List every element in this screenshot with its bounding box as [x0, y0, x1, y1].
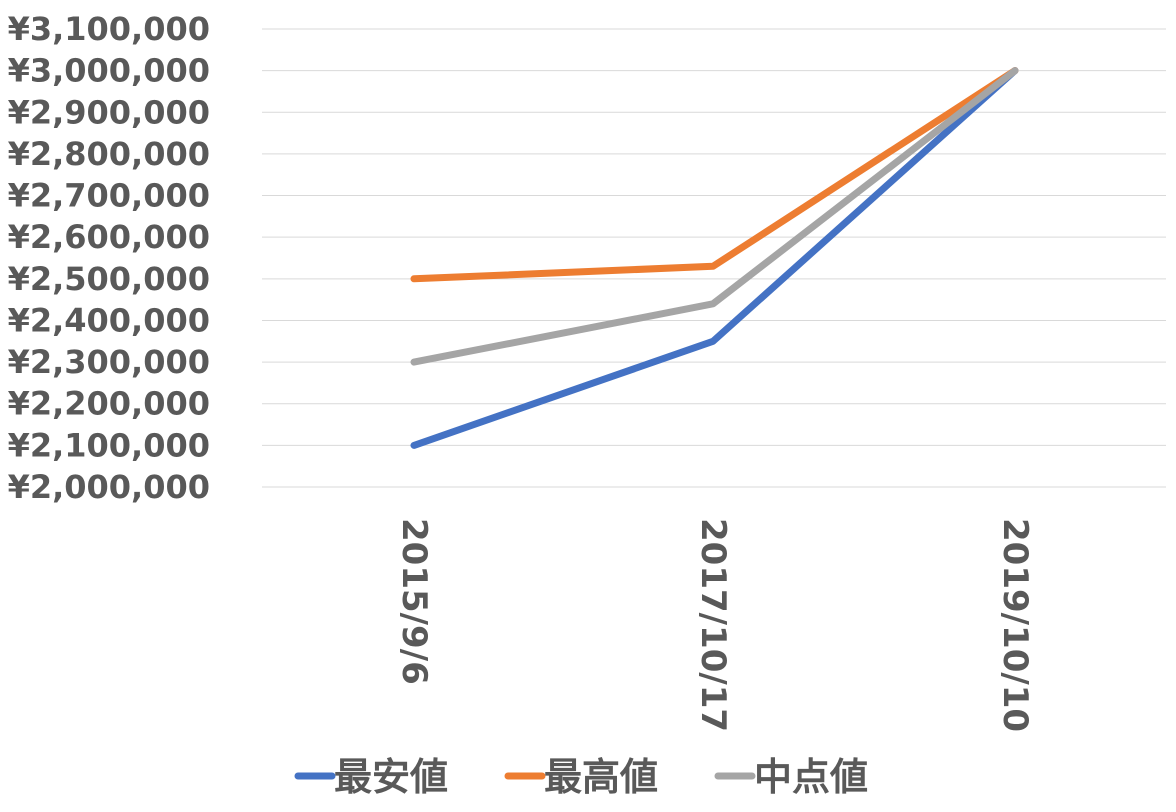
y-tick-label: ¥3,000,000 — [8, 52, 210, 90]
legend-label: 最高値 — [544, 755, 658, 799]
x-tick-label: 2015/9/6 — [394, 518, 434, 685]
y-axis-tick-labels: ¥2,000,000 ¥2,100,000¥2,200,000 ¥2,300,000… — [8, 10, 210, 506]
y-tick-label: ¥2,300,000 — [8, 343, 210, 381]
x-tick-label: 2019/10/10 — [995, 518, 1035, 732]
y-tick-label: ¥2,600,000 — [8, 218, 210, 256]
legend: 最安値 最高値 中点値 — [294, 755, 868, 799]
y-tick-label: ¥2,900,000 — [8, 93, 210, 131]
y-tick-label: ¥2,700,000 — [8, 177, 210, 215]
y-tick-label: ¥2,400,000 — [8, 301, 210, 339]
legend-label: 中点値 — [754, 755, 868, 799]
series-line-1 — [410, 67, 1019, 283]
x-axis-tick-labels: 2015/9/6 2017/10/17 2019/10/10 — [394, 518, 1035, 732]
y-tick-label: ¥2,100,000 — [8, 426, 210, 464]
series-line-0 — [410, 67, 1019, 449]
gridlines — [262, 28, 1166, 488]
y-tick-label: ¥2,500,000 — [8, 260, 210, 298]
x-tick-label: 2017/10/17 — [693, 518, 733, 732]
y-tick-label: ¥2,800,000 — [8, 135, 210, 173]
legend-label: 最安値 — [334, 755, 448, 799]
y-tick-label: ¥2,200,000 — [8, 385, 210, 423]
y-tick-label: ¥2,000,000 — [8, 468, 210, 506]
series-line-2 — [410, 67, 1019, 366]
y-tick-label: ¥3,100,000 — [8, 10, 210, 48]
series-lines — [410, 67, 1019, 449]
